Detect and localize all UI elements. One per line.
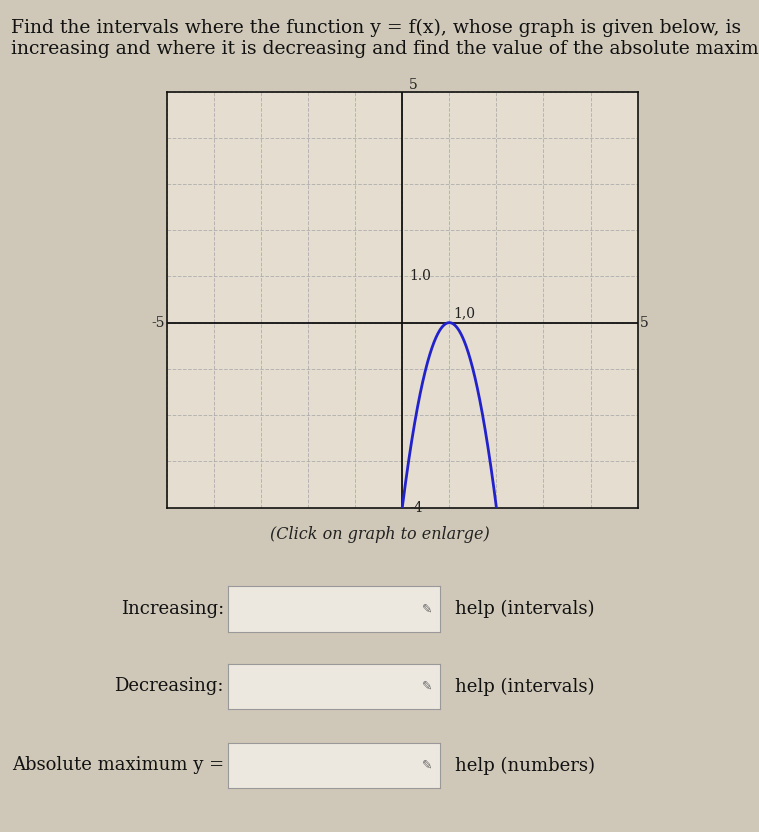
Text: 1.0: 1.0 bbox=[409, 270, 431, 284]
Text: ✎: ✎ bbox=[422, 759, 433, 772]
Text: 1,0: 1,0 bbox=[453, 306, 475, 320]
Text: help (intervals): help (intervals) bbox=[455, 677, 595, 696]
Text: -5: -5 bbox=[151, 315, 165, 329]
Text: Absolute maximum y =: Absolute maximum y = bbox=[12, 756, 224, 775]
Text: Find the intervals where the function y = f(x), whose graph is given below, is: Find the intervals where the function y … bbox=[11, 18, 742, 37]
Text: help (intervals): help (intervals) bbox=[455, 600, 595, 618]
Text: 5: 5 bbox=[640, 315, 649, 329]
Text: Decreasing:: Decreasing: bbox=[115, 677, 224, 696]
Text: 5: 5 bbox=[409, 77, 418, 92]
Text: increasing and where it is decreasing and find the value of the absolute maximum: increasing and where it is decreasing an… bbox=[11, 40, 759, 58]
Text: (Click on graph to enlarge): (Click on graph to enlarge) bbox=[269, 526, 490, 542]
Text: Increasing:: Increasing: bbox=[121, 600, 224, 618]
Text: -4: -4 bbox=[409, 501, 423, 514]
Text: ✎: ✎ bbox=[422, 602, 433, 616]
Text: help (numbers): help (numbers) bbox=[455, 756, 595, 775]
Text: ✎: ✎ bbox=[422, 680, 433, 693]
